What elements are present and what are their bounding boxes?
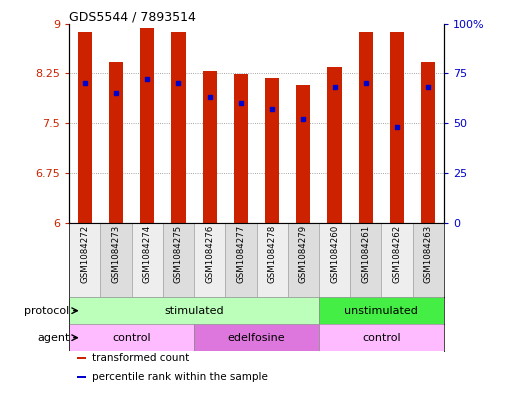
- Text: GSM1084263: GSM1084263: [424, 225, 432, 283]
- Bar: [265, 78, 279, 222]
- Text: stimulated: stimulated: [164, 306, 224, 316]
- Bar: [381, 222, 412, 297]
- Bar: [163, 222, 194, 297]
- Bar: [109, 62, 123, 222]
- Bar: [132, 222, 163, 297]
- Text: GSM1084260: GSM1084260: [330, 225, 339, 283]
- Bar: [319, 324, 444, 351]
- Text: GSM1084273: GSM1084273: [111, 225, 121, 283]
- Bar: [288, 222, 319, 297]
- Text: agent: agent: [37, 333, 69, 343]
- Bar: [350, 222, 381, 297]
- Text: control: control: [112, 333, 151, 343]
- Text: GSM1084277: GSM1084277: [236, 225, 245, 283]
- Bar: [256, 222, 288, 297]
- Bar: [203, 72, 216, 222]
- Text: GSM1084279: GSM1084279: [299, 225, 308, 283]
- Bar: [69, 324, 194, 351]
- Text: GSM1084272: GSM1084272: [81, 225, 89, 283]
- Text: transformed count: transformed count: [92, 353, 189, 363]
- Text: unstimulated: unstimulated: [344, 306, 418, 316]
- Text: GSM1084276: GSM1084276: [205, 225, 214, 283]
- Bar: [297, 84, 310, 222]
- Text: protocol: protocol: [24, 306, 69, 316]
- Bar: [412, 222, 444, 297]
- Text: edelfosine: edelfosine: [228, 333, 285, 343]
- Text: control: control: [362, 333, 401, 343]
- Text: GSM1084275: GSM1084275: [174, 225, 183, 283]
- Text: GDS5544 / 7893514: GDS5544 / 7893514: [69, 11, 196, 24]
- Bar: [140, 28, 154, 222]
- Bar: [234, 74, 248, 222]
- Bar: [69, 222, 101, 297]
- Bar: [194, 324, 319, 351]
- Bar: [77, 357, 86, 359]
- Text: GSM1084274: GSM1084274: [143, 225, 152, 283]
- Bar: [390, 31, 404, 222]
- Text: GSM1084278: GSM1084278: [268, 225, 277, 283]
- Bar: [194, 222, 225, 297]
- Bar: [78, 31, 92, 222]
- Text: GSM1084261: GSM1084261: [361, 225, 370, 283]
- Bar: [69, 297, 319, 324]
- Text: GSM1084262: GSM1084262: [392, 225, 402, 283]
- Bar: [171, 31, 186, 222]
- Bar: [327, 67, 342, 222]
- Bar: [77, 376, 86, 378]
- Bar: [319, 222, 350, 297]
- Bar: [319, 297, 444, 324]
- Bar: [359, 31, 373, 222]
- Bar: [421, 62, 435, 222]
- Bar: [101, 222, 132, 297]
- Text: percentile rank within the sample: percentile rank within the sample: [92, 372, 268, 382]
- Bar: [225, 222, 256, 297]
